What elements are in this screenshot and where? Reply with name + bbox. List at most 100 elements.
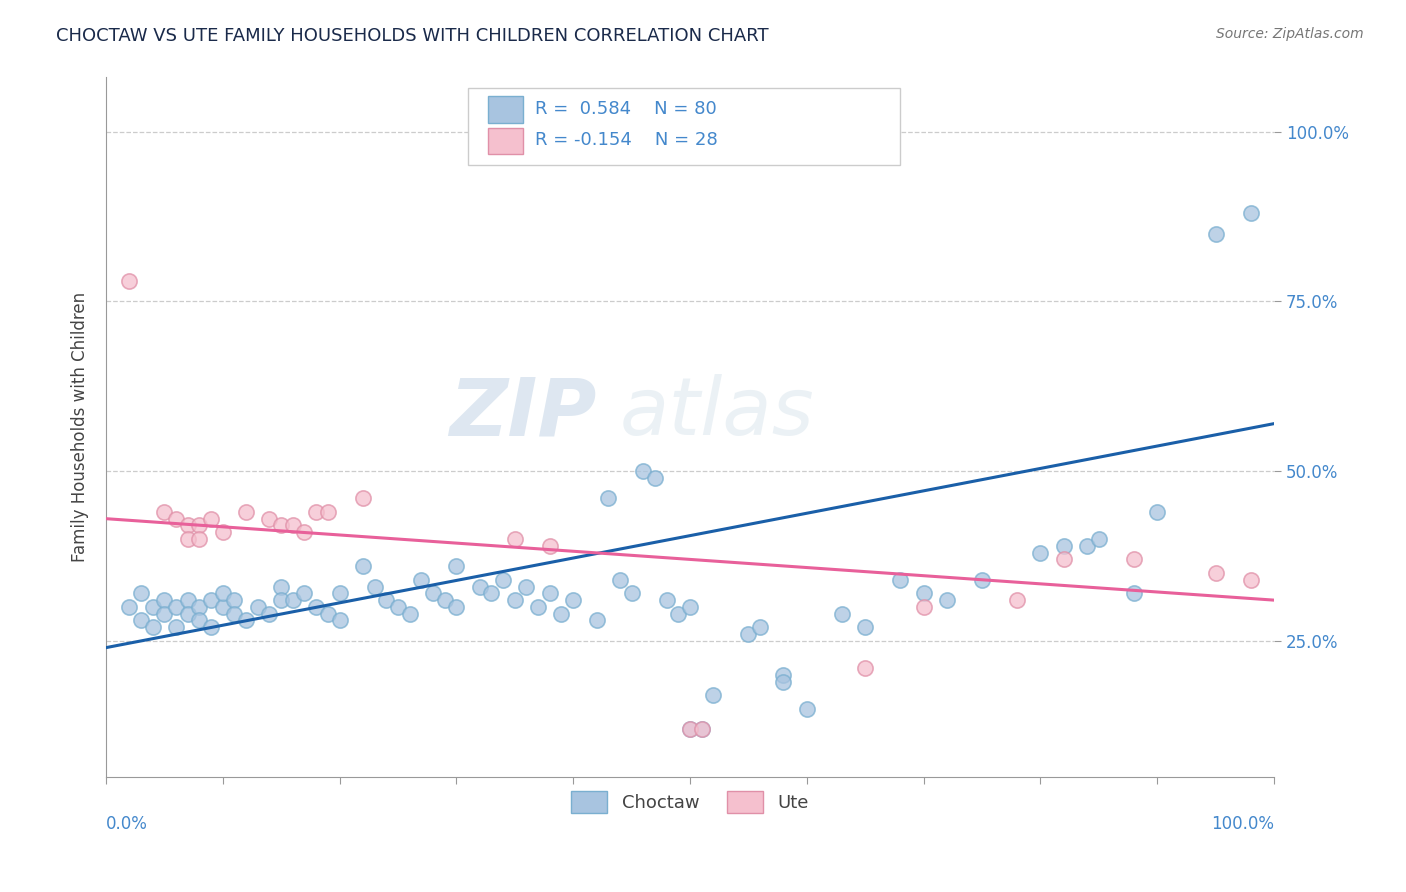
Point bbox=[211, 599, 233, 614]
Point bbox=[224, 607, 246, 621]
Y-axis label: Family Households with Children: Family Households with Children bbox=[72, 292, 89, 562]
Legend: Choctaw, Ute: Choctaw, Ute bbox=[564, 783, 815, 820]
Point bbox=[737, 627, 759, 641]
Point bbox=[679, 722, 702, 736]
Text: ZIP: ZIP bbox=[449, 374, 596, 452]
Point bbox=[294, 586, 316, 600]
Point bbox=[281, 518, 304, 533]
Point bbox=[538, 586, 561, 600]
Point bbox=[211, 586, 233, 600]
Point bbox=[235, 614, 257, 628]
Point bbox=[1146, 505, 1168, 519]
Point bbox=[503, 593, 526, 607]
Point bbox=[153, 593, 176, 607]
Point bbox=[1205, 227, 1227, 241]
Point bbox=[446, 559, 468, 574]
Point bbox=[1240, 206, 1263, 220]
Point bbox=[936, 593, 959, 607]
Point bbox=[644, 471, 666, 485]
Point bbox=[200, 593, 222, 607]
Point bbox=[468, 580, 491, 594]
Bar bbox=[488, 96, 523, 123]
Point bbox=[270, 518, 292, 533]
Point bbox=[1122, 552, 1144, 566]
Point bbox=[912, 586, 935, 600]
Point bbox=[609, 573, 631, 587]
Point bbox=[690, 722, 713, 736]
Point bbox=[411, 573, 433, 587]
Point bbox=[831, 607, 853, 621]
Point bbox=[631, 464, 654, 478]
Point bbox=[889, 573, 911, 587]
Point bbox=[679, 599, 702, 614]
Point bbox=[224, 593, 246, 607]
Point bbox=[270, 593, 292, 607]
Point bbox=[246, 599, 269, 614]
Point bbox=[620, 586, 643, 600]
Point bbox=[970, 573, 993, 587]
Point bbox=[655, 593, 678, 607]
Point bbox=[153, 607, 176, 621]
Point bbox=[398, 607, 420, 621]
Point bbox=[853, 620, 876, 634]
Point bbox=[281, 593, 304, 607]
Point bbox=[690, 722, 713, 736]
FancyBboxPatch shape bbox=[468, 88, 900, 165]
Point bbox=[188, 518, 211, 533]
Point bbox=[153, 505, 176, 519]
Point bbox=[316, 505, 339, 519]
Point bbox=[235, 505, 257, 519]
Point bbox=[176, 607, 198, 621]
Text: 100.0%: 100.0% bbox=[1211, 815, 1274, 833]
Point bbox=[188, 599, 211, 614]
Point bbox=[352, 559, 374, 574]
Point bbox=[129, 614, 152, 628]
Point bbox=[211, 525, 233, 540]
Point bbox=[188, 614, 211, 628]
Point bbox=[270, 580, 292, 594]
Point bbox=[188, 532, 211, 546]
Point bbox=[702, 688, 724, 702]
Point bbox=[853, 661, 876, 675]
Point bbox=[176, 518, 198, 533]
Point bbox=[550, 607, 572, 621]
Point bbox=[749, 620, 772, 634]
Text: R =  0.584    N = 80: R = 0.584 N = 80 bbox=[534, 100, 716, 118]
Point bbox=[142, 620, 165, 634]
Point bbox=[912, 599, 935, 614]
Point bbox=[1122, 586, 1144, 600]
Point bbox=[527, 599, 550, 614]
Point bbox=[1053, 539, 1076, 553]
Text: atlas: atlas bbox=[620, 374, 814, 452]
Point bbox=[772, 674, 794, 689]
Point bbox=[259, 511, 281, 525]
Point bbox=[585, 614, 607, 628]
Point bbox=[129, 586, 152, 600]
Point bbox=[1029, 546, 1052, 560]
Point bbox=[259, 607, 281, 621]
Text: R = -0.154    N = 28: R = -0.154 N = 28 bbox=[534, 131, 717, 149]
Bar bbox=[488, 128, 523, 154]
Point bbox=[305, 599, 328, 614]
Point bbox=[1053, 552, 1076, 566]
Point bbox=[165, 620, 187, 634]
Text: Source: ZipAtlas.com: Source: ZipAtlas.com bbox=[1216, 27, 1364, 41]
Point bbox=[176, 532, 198, 546]
Point bbox=[1088, 532, 1111, 546]
Text: 0.0%: 0.0% bbox=[105, 815, 148, 833]
Point bbox=[328, 586, 350, 600]
Point bbox=[387, 599, 409, 614]
Point bbox=[305, 505, 328, 519]
Point bbox=[375, 593, 398, 607]
Point bbox=[492, 573, 515, 587]
Point bbox=[294, 525, 316, 540]
Point bbox=[598, 491, 620, 506]
Point bbox=[666, 607, 689, 621]
Point bbox=[328, 614, 350, 628]
Point bbox=[422, 586, 444, 600]
Point bbox=[679, 722, 702, 736]
Point bbox=[118, 599, 141, 614]
Point bbox=[433, 593, 456, 607]
Point bbox=[796, 702, 818, 716]
Point bbox=[363, 580, 385, 594]
